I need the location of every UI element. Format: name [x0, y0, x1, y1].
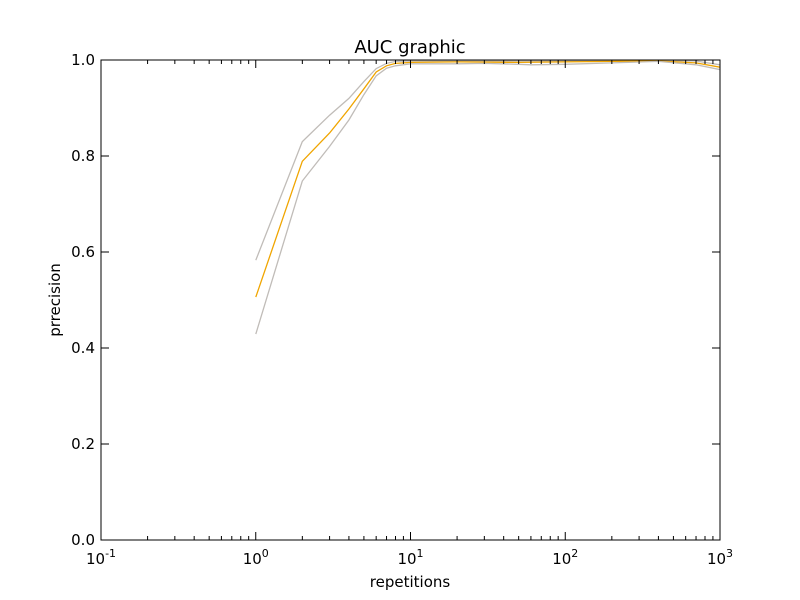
y-tick-label: 0.8: [71, 147, 95, 165]
x-axis: 10-1 100 101 102 103: [86, 60, 733, 568]
x-tick-label: 100: [243, 547, 269, 568]
x-axis-label: repetitions: [370, 573, 451, 591]
x-tick-label: 102: [552, 547, 578, 568]
plot-frame: [100, 59, 721, 541]
x-tick-label: 101: [397, 547, 423, 568]
y-tick-label: 1.0: [71, 51, 95, 69]
y-tick-label: 0.0: [71, 531, 95, 549]
y-tick-label: 0.4: [71, 339, 95, 357]
y-axis-label: prrecision: [46, 263, 64, 337]
x-tick-label: 103: [707, 547, 733, 568]
series-line-lower-bound: [255, 60, 720, 335]
y-tick-label: 0.2: [71, 435, 95, 453]
x-tick-label: 10-1: [86, 547, 116, 568]
chart-title: AUC graphic: [354, 37, 465, 58]
series-line-upper-bound: [255, 60, 720, 261]
plot-area: [255, 60, 720, 335]
y-axis: 0.0 0.2 0.4 0.6 0.8 1.0: [71, 51, 720, 549]
series-line-mean: [255, 60, 720, 298]
y-tick-label: 0.6: [71, 243, 95, 261]
